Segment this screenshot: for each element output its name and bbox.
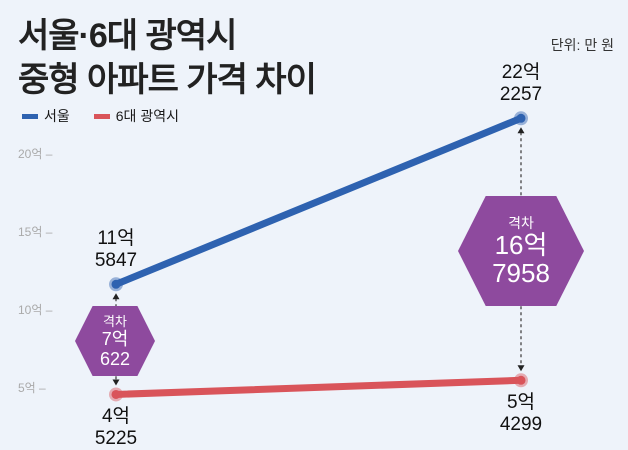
unit-label: 단위: 만 원 <box>550 37 614 53</box>
legend-label-metro: 6대 광역시 <box>115 108 179 124</box>
gap-text: 격차 <box>103 313 127 329</box>
data-point <box>111 389 121 399</box>
data-label: 4억 5225 <box>94 406 138 450</box>
gap-text: 16억 <box>494 230 548 260</box>
y-tick-label: 15억 – <box>18 225 53 239</box>
data-label: 11억 5847 <box>94 228 138 272</box>
gap-hexagon: 격차 16억 7958 <box>458 196 584 306</box>
gap-text: 격차 <box>508 215 534 231</box>
series-line-0 <box>112 114 525 288</box>
gap-text: 7억 <box>101 328 129 349</box>
series-line-1 <box>112 376 525 398</box>
y-tick-label: 20억 – <box>18 147 53 161</box>
legend-swatch-seoul <box>22 113 38 119</box>
data-point <box>111 279 121 289</box>
y-tick-label: 5억 – <box>18 381 46 395</box>
legend-label-seoul: 서울 <box>44 108 70 124</box>
gap-hexagon: 격차 7억 622 <box>75 306 155 376</box>
arrow-down-icon <box>112 379 120 386</box>
chart-title: 서울·6대 광역시 중형 아파트 가격 차이 <box>18 14 317 102</box>
title-line-1: 서울·6대 광역시 <box>18 17 237 55</box>
data-label: 5억 4299 <box>499 392 543 436</box>
gap-text: 622 <box>99 348 131 369</box>
legend-swatch-metro <box>93 113 110 119</box>
data-point <box>516 113 526 123</box>
title-line-2: 중형 아파트 가격 차이 <box>18 61 317 99</box>
plot-area <box>109 111 528 402</box>
data-point <box>516 375 526 385</box>
y-tick-label: 10억 – <box>18 303 53 317</box>
data-label: 22억 2257 <box>499 62 543 106</box>
arrow-up-icon <box>517 127 525 134</box>
arrow-up-icon <box>112 293 120 300</box>
gap-text: 7958 <box>492 258 550 288</box>
legend: 서울 6대 광역시 <box>22 106 179 126</box>
arrow-down-icon <box>517 365 525 372</box>
